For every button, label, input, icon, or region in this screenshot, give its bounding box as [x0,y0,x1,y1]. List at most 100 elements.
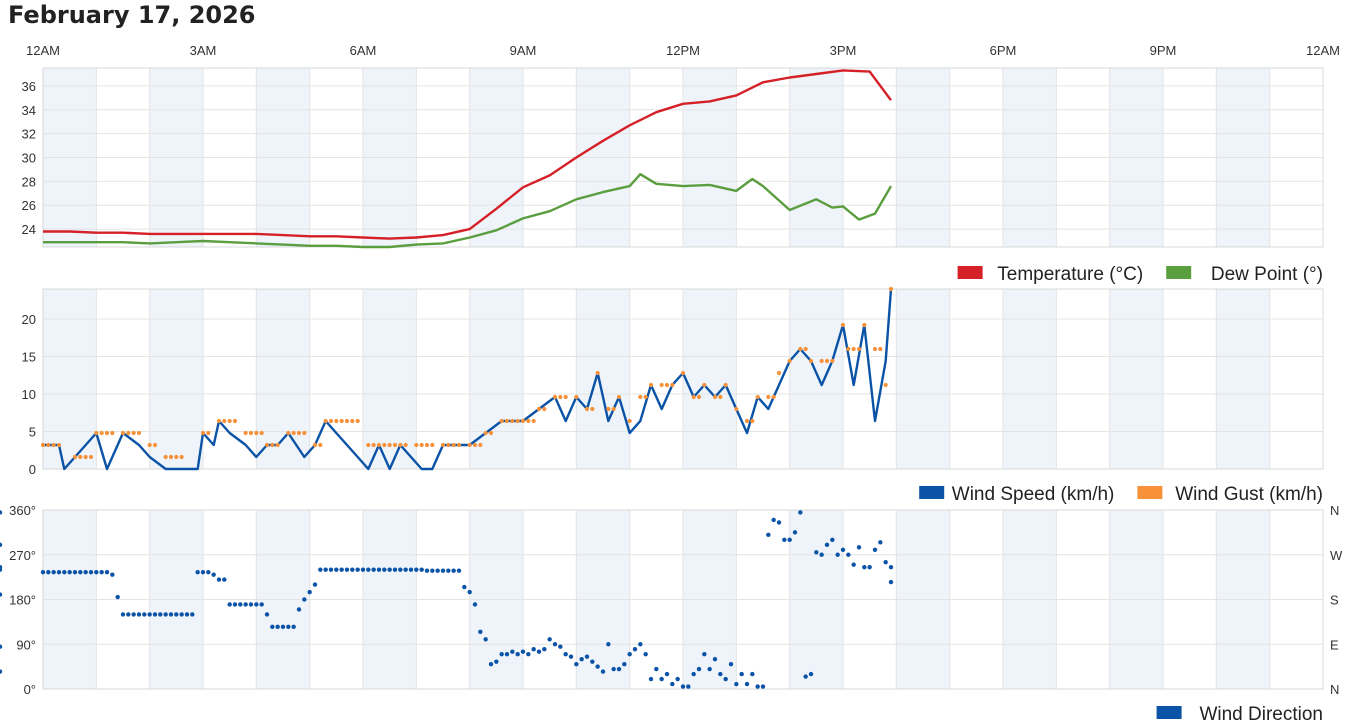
data-point [739,671,744,677]
data-point [504,418,510,424]
data-point [718,394,723,400]
data-point [126,612,131,617]
data-point [72,454,78,460]
data-point [526,651,531,657]
y-tick-label: 0° [24,682,36,697]
data-point [568,654,574,659]
data-point [419,442,424,448]
data-point [611,666,616,672]
data-point [606,406,611,412]
data-point [446,442,451,448]
data-point [478,442,483,448]
data-point [712,394,718,400]
data-point [270,624,275,630]
data-point [787,537,792,543]
y2-tick-label: N [1330,682,1339,697]
data-point [712,656,718,662]
series-line [43,173,893,249]
data-point [120,430,126,436]
data-point [206,569,211,575]
x-tick-label: 6AM [350,43,377,58]
data-point [168,454,174,460]
data-point [136,612,142,617]
data-point [798,510,803,515]
data-point [211,572,216,577]
x-tick-label: 9PM [1150,43,1177,58]
series-line [43,69,892,240]
data-point [136,430,142,436]
data-point [643,651,648,657]
y-tick-label: 0 [29,462,36,477]
data-point [158,612,163,617]
data-point [83,454,88,460]
y-tick-label: 24 [22,222,36,237]
data-point [819,552,824,557]
data-point [147,442,152,448]
series-temperature-c [43,69,892,240]
data-point [648,382,654,388]
data-point [0,592,3,597]
data-point [851,346,856,352]
data-point [222,577,227,582]
legend-label: Dew Point (°) [1211,264,1323,285]
data-point [334,567,339,572]
data-point [371,567,376,572]
data-point [0,567,3,572]
data-point [216,577,222,582]
data-point [366,567,371,572]
data-point [616,394,622,400]
data-point [558,394,563,400]
data-point [131,430,136,436]
data-point [232,418,238,424]
data-point [227,418,232,424]
data-point [115,594,120,600]
data-point [291,624,296,630]
data-point [302,597,307,602]
time-band [789,289,843,469]
data-point [179,454,184,460]
data-point [766,394,771,400]
x-tick-label: 6PM [990,43,1017,58]
data-point [227,602,232,607]
data-point [398,442,403,448]
y-tick-label: 26 [22,198,36,213]
data-point [339,418,344,424]
data-point [366,442,371,448]
data-point [0,542,3,548]
data-point [606,642,611,647]
data-point [803,346,808,352]
data-point [872,346,878,352]
data-point [648,676,654,682]
data-point [878,540,883,545]
data-point [296,607,302,612]
data-point [376,442,382,448]
data-point [856,545,862,550]
data-point [456,568,462,573]
time-band [1109,289,1163,469]
data-point [670,681,675,687]
data-point [590,406,595,412]
data-point [238,602,243,607]
data-point [376,567,382,572]
data-point [126,430,131,436]
data-point [819,358,824,364]
data-point [707,666,712,672]
data-point [750,671,755,677]
data-point [451,568,456,573]
data-point [302,430,307,436]
data-point [430,442,435,448]
x-tick-label: 3PM [830,43,857,58]
data-point [536,406,542,412]
data-point [776,370,782,376]
data-point [382,442,387,448]
data-point [744,418,750,424]
data-point [291,430,296,436]
data-point [259,430,264,436]
data-point [403,442,408,448]
data-point [467,442,472,448]
y-tick-label: 34 [22,103,36,118]
data-point [110,430,115,436]
data-point [467,589,472,595]
data-point [744,681,750,687]
data-point [94,569,99,575]
